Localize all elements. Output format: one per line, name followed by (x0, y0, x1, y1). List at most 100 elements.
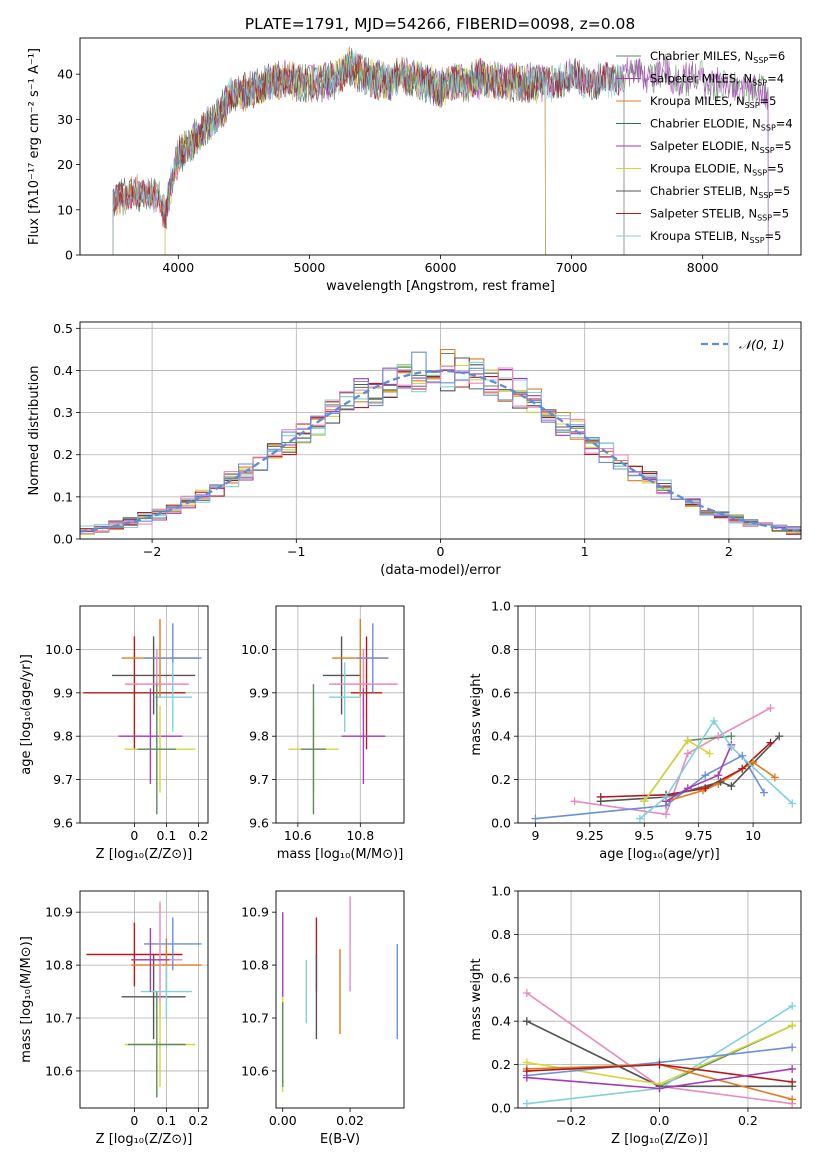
mass_weight_vs_Z-point-marker (522, 1017, 531, 1026)
age_vs_Z-ytick-label: 9.8 (53, 729, 73, 744)
age_vs_Z-grid (80, 606, 208, 824)
age_vs_mass-frame (275, 605, 405, 824)
age_vs_mass-ytick-label: 9.8 (249, 729, 269, 744)
mass_weight_vs_Z-point-marker (788, 1043, 797, 1052)
spectrum-ylabel: Flux [fλ10⁻¹⁷ erg cm⁻² s⁻¹ A⁻¹] (27, 48, 42, 245)
spectrum-ytick-label: 0 (65, 248, 73, 263)
residuals-ytick-label: 0.3 (53, 405, 73, 420)
age_vs_mass-ytick-label: 9.6 (249, 816, 269, 831)
mass_weight_vs_age-ytick-label: 0.4 (491, 729, 511, 744)
spectrum-legend-label: Kroupa ELODIE, NSSP=5 (650, 162, 784, 178)
age_vs_mass-ytick-label: 9.9 (249, 685, 269, 700)
age_vs_Z-ytick-label: 9.9 (53, 685, 73, 700)
age_vs_Z-frame (79, 605, 209, 824)
figure-title: PLATE=1791, MJD=54266, FIBERID=0098, z=0… (245, 15, 635, 33)
mass_vs_EBV-xtick-label: 0.00 (269, 1113, 297, 1128)
mass_weight_vs_Z-point-marker (522, 988, 531, 997)
mass_weight_vs_age-point-marker (788, 799, 797, 808)
spectrum-series-line (112, 53, 625, 255)
spectrum-axes: 4000 5000 6000 7000 8000 0 10 20 30 40 wavelength … (27, 37, 802, 294)
mass_vs_Z-ytick-label: 10.6 (45, 1063, 73, 1078)
mass_vs_Z-ytick-label: 10.9 (45, 905, 73, 920)
mass_vs_Z-xtick-label: 0.2 (188, 1113, 208, 1128)
mass_weight_vs_age-xtick-label: 9 (531, 828, 539, 843)
spectrum-frame (79, 37, 802, 256)
mass_vs_Z-axes: 0 0.1 0.2 10.6 10.7 10.8 10.9 Z [log₁₀(Z/Z⊙)] ma… (19, 890, 209, 1147)
mass_weight_vs_Z-ytick-label: 0.6 (491, 970, 511, 985)
age_vs_Z-xtick-label: 0.2 (188, 828, 208, 843)
age_vs_Z-plot (83, 619, 202, 815)
spectrum-xtick-label: 8000 (687, 260, 719, 275)
residuals-ytick-label: 0.2 (53, 447, 73, 462)
residuals-ylabel: Normed distribution (27, 366, 42, 496)
spectrum-ytick-label: 30 (57, 112, 73, 127)
mass_weight_vs_age-series-line (665, 744, 733, 802)
mass_weight_vs_Z-point-marker (788, 1095, 797, 1104)
mass_weight_vs_age-point-marker (531, 814, 540, 823)
mass_weight_vs_age-ylabel: mass weight (469, 673, 484, 755)
age_vs_mass-xtick-label: 10.8 (346, 828, 374, 843)
spectrum-legend-label: Salpeter ELODIE, NSSP=5 (650, 139, 792, 155)
mass_vs_EBV-axes: 0.00 0.02 10.6 10.7 10.8 10.9 E(B-V) (241, 890, 405, 1147)
mass_weight_vs_age-point-marker (701, 784, 710, 793)
mass_weight_vs_age-point-marker (727, 732, 736, 741)
age_vs_mass-axes: 10.6 10.8 9.6 9.7 9.8 9.9 10.0 mass [log₁₀(M/M⊙… (241, 605, 405, 862)
mass_weight_vs_age-xtick-label: 9.5 (634, 828, 654, 843)
residuals-axes: −2 −1 0 1 2 0.0 0.1 0.2 0.3 0.4 0.5 (data-model)/er… (27, 321, 802, 578)
mass_vs_EBV-ytick-label: 10.6 (241, 1063, 269, 1078)
residual-histogram (80, 351, 801, 532)
spectrum-xtick-label: 5000 (294, 260, 326, 275)
mass_weight_vs_Z-axes: −0.2 0.0 0.2 0.0 0.2 0.4 0.6 0.8 1.0 Z [log₁₀(Z/Z… (469, 884, 802, 1147)
mass_weight_vs_Z-xtick-label: −0.2 (556, 1113, 586, 1128)
mass_weight_vs_Z-point-marker (788, 1002, 797, 1011)
mass_weight_vs_age-point-marker (683, 749, 692, 758)
residuals-xtick-label: 0 (437, 544, 445, 559)
mass_weight_vs_age-point-marker (709, 717, 718, 726)
residuals-ytick-label: 0.5 (53, 321, 73, 336)
mass_weight_vs_Z-point-marker (788, 1077, 797, 1086)
age_vs_Z-ylabel: age [log₁₀(age/yr)] (19, 654, 34, 775)
spectrum-ytick-label: 10 (57, 202, 73, 217)
mass_vs_Z-xtick-label: 0 (130, 1113, 138, 1128)
mass_vs_Z-grid (80, 891, 208, 1108)
mass_vs_Z-plot (86, 901, 202, 1098)
mass_weight_vs_Z-xtick-label: 0.2 (738, 1113, 758, 1128)
mass_weight_vs_age-point-marker (714, 732, 723, 741)
mass_weight_vs_Z-point-marker (788, 1021, 797, 1030)
mass_weight_vs_age-frame (517, 605, 802, 824)
mass_vs_Z-frame (79, 890, 209, 1109)
mass_weight_vs_Z-ytick-label: 1.0 (491, 884, 511, 899)
mass_weight_vs_age-point-marker (662, 792, 671, 801)
mass_vs_EBV-ytick-label: 10.9 (241, 905, 269, 920)
mass_weight_vs_age-point-marker (683, 736, 692, 745)
mass_weight_vs_age-point-marker (759, 788, 768, 797)
spectrum-ytick-label: 40 (57, 67, 73, 82)
mass_weight_vs_age-point-marker (662, 810, 671, 819)
age_vs_Z-ytick-label: 9.7 (53, 772, 73, 787)
mass_weight_vs_age-ytick-label: 0.0 (491, 816, 511, 831)
mass_weight_vs_Z-xtick-label: 0.0 (650, 1113, 670, 1128)
mass_vs_EBV-frame (275, 890, 405, 1109)
mass_weight_vs_Z-ytick-label: 0.8 (491, 927, 511, 942)
mass_weight_vs_age-xtick-label: 10 (745, 828, 761, 843)
mass_weight_vs_age-ytick-label: 1.0 (491, 599, 511, 614)
mass_vs_Z-ytick-label: 10.7 (45, 1011, 73, 1026)
mass_weight_vs_age-point-marker (640, 797, 649, 806)
mass_weight_vs_age-ytick-label: 0.6 (491, 685, 511, 700)
spectrum-legend-label: Salpeter STELIB, NSSP=5 (650, 207, 789, 223)
mass_weight_vs_Z-ytick-label: 0.2 (491, 1057, 511, 1072)
mass_weight_vs_age-ytick-label: 0.2 (491, 772, 511, 787)
residuals-xlabel: (data-model)/error (380, 563, 501, 578)
residuals-xtick-label: −2 (143, 544, 161, 559)
spectrum-plot (112, 46, 769, 255)
spectrum-legend-label: Chabrier STELIB, NSSP=5 (650, 184, 790, 200)
mass_weight_vs_age-point-marker (635, 814, 644, 823)
age_vs_mass-xtick-label: 10.6 (284, 828, 312, 843)
mass_weight_vs_age-point-marker (714, 771, 723, 780)
residuals-ytick-label: 0.0 (53, 532, 73, 547)
mass_weight_vs_age-point-marker (716, 777, 725, 786)
mass_weight_vs_age-xtick-label: 9.25 (576, 828, 604, 843)
mass_weight_vs_Z-point-marker (788, 1064, 797, 1073)
mass_vs_Z-ytick-label: 10.8 (45, 958, 73, 973)
mass_weight_vs_age-xlabel: age [log₁₀(age/yr)] (599, 847, 720, 862)
